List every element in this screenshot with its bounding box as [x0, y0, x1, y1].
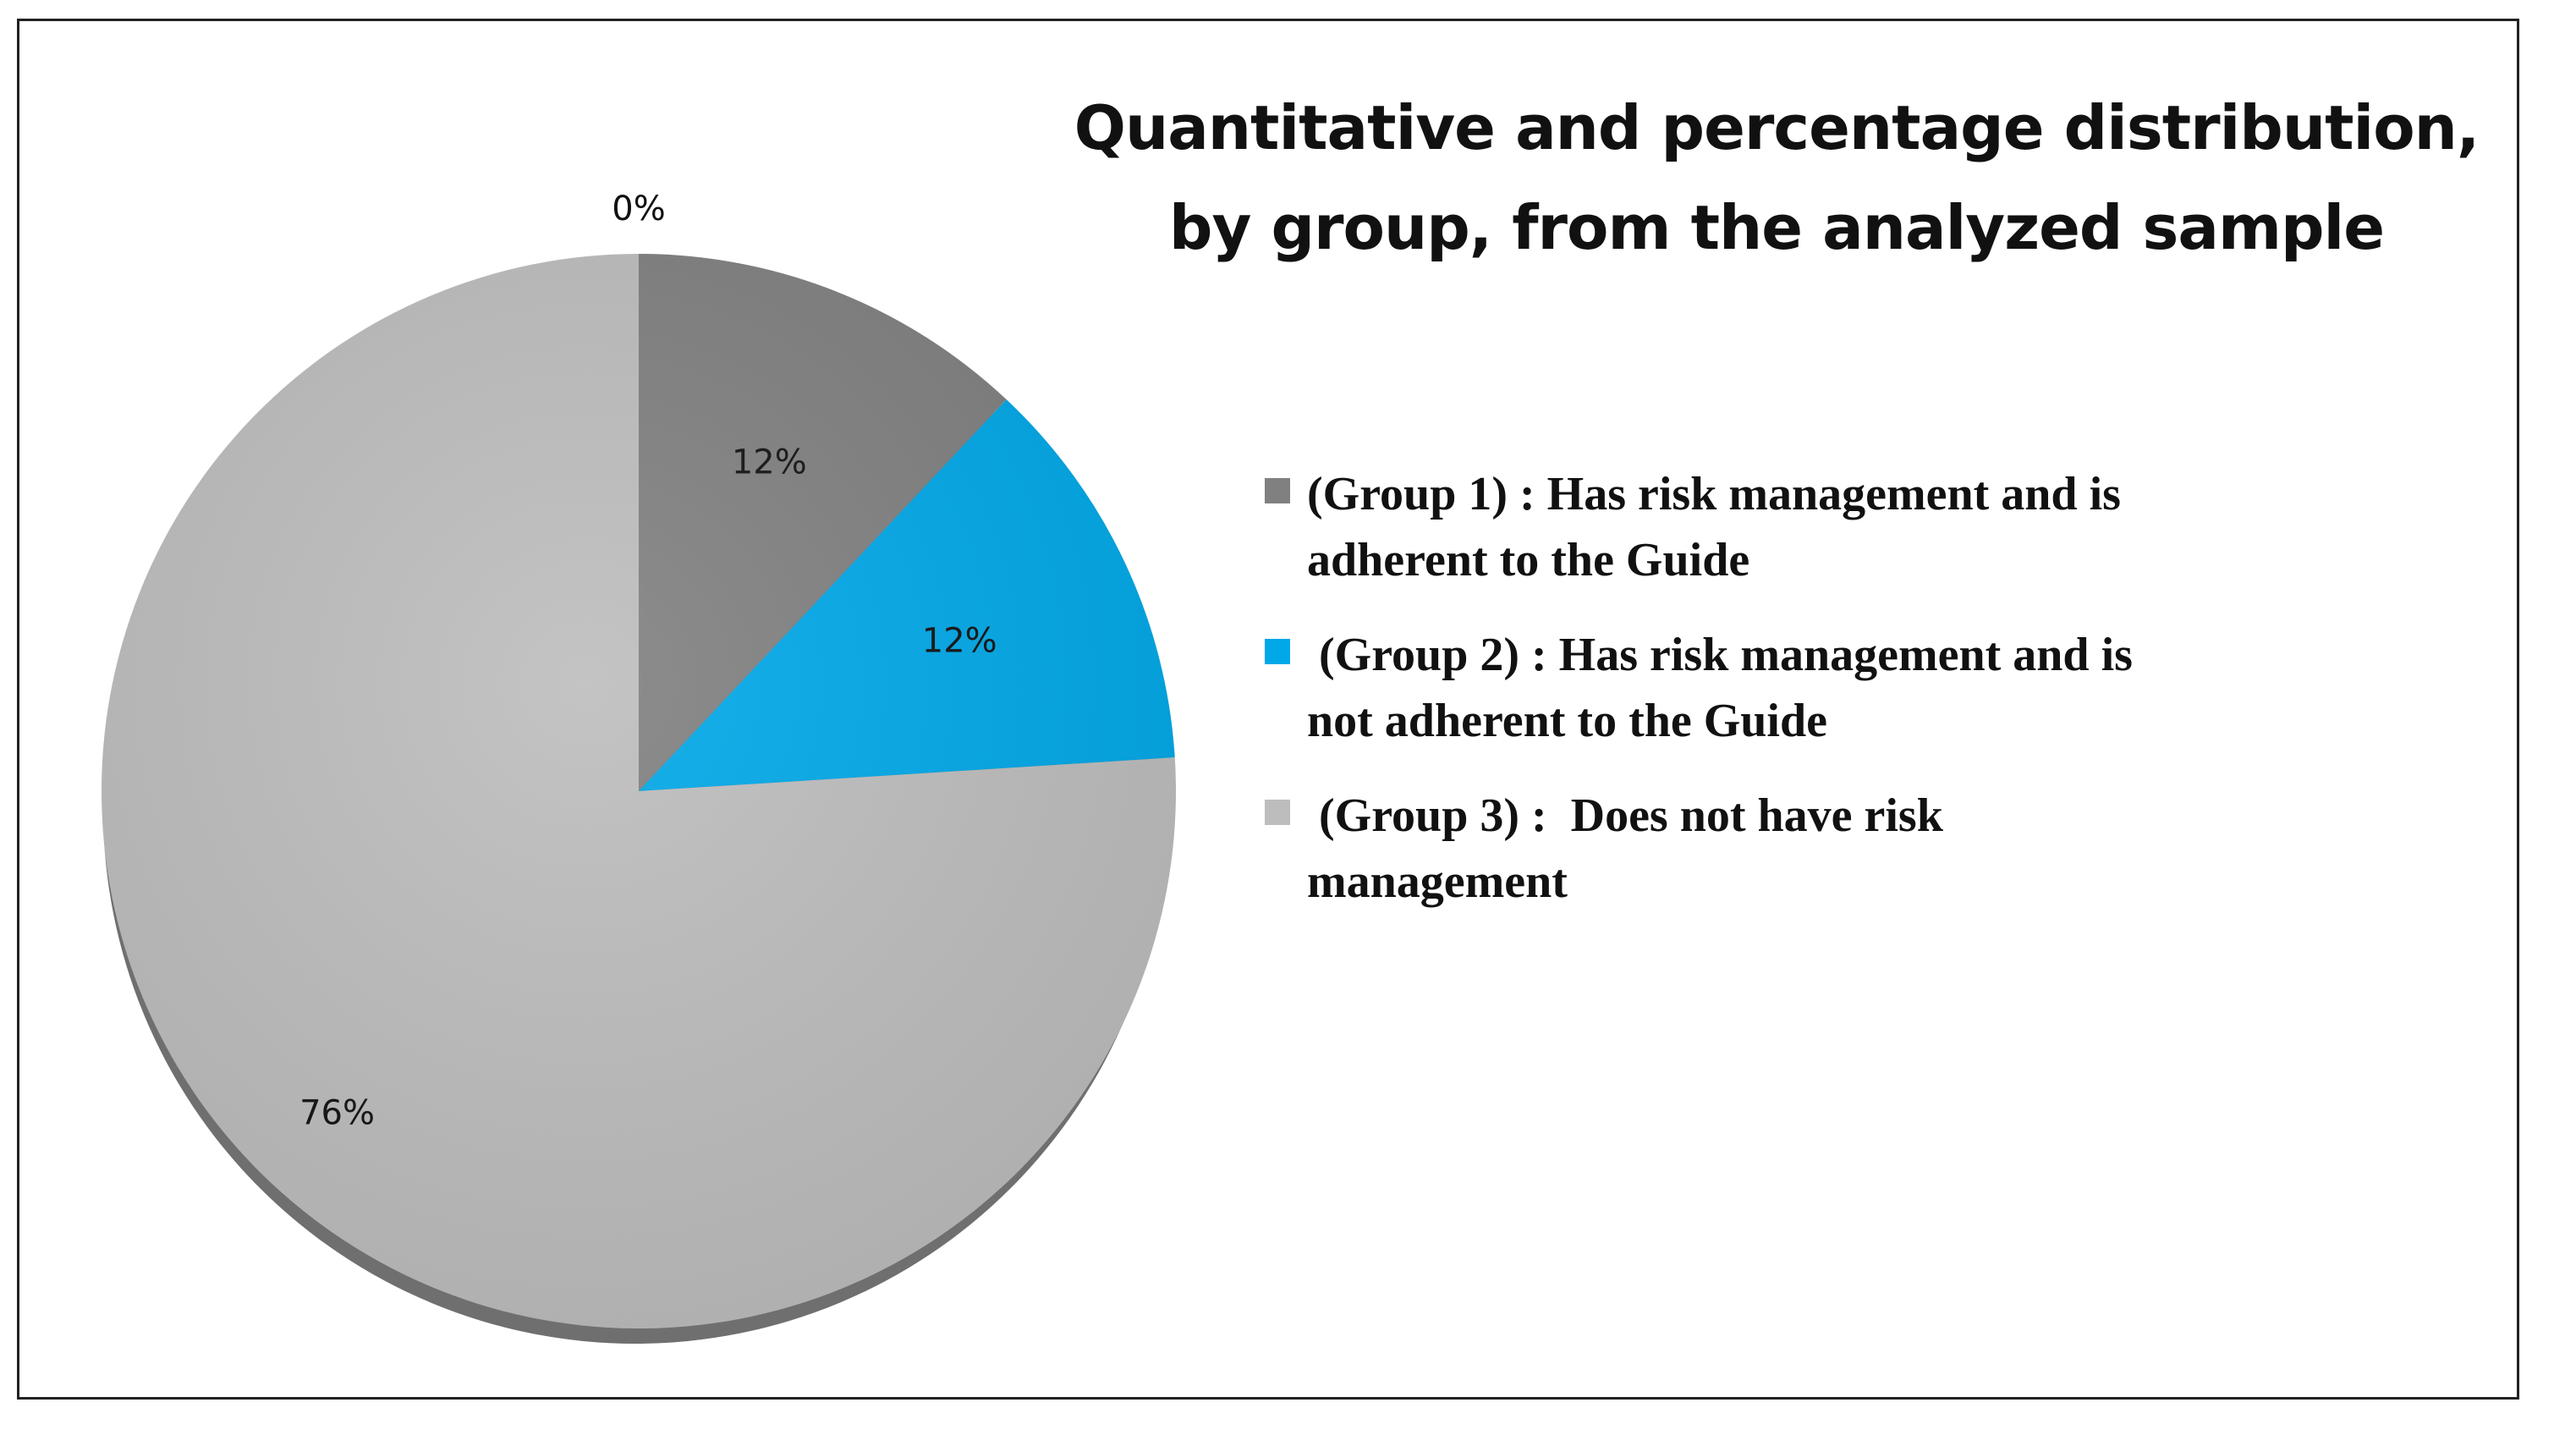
legend-line: (Group 1) : Has risk management and is [1307, 468, 2121, 520]
chart-title-line-2: by group, from the analyzed sample [1168, 192, 2385, 263]
legend-swatch-group-3 [1265, 800, 1290, 825]
legend-line: not adherent to the Guide [1307, 695, 1827, 747]
legend: (Group 1) : Has risk management and is ad… [1265, 461, 2365, 943]
legend-line: adherent to the Guide [1307, 534, 1750, 586]
legend-swatch-group-1 [1265, 478, 1290, 503]
chart-title: Quantitative and percentage distribution… [1032, 78, 2521, 278]
legend-text-group-3: (Group 3) : Does not have risk management [1307, 783, 2365, 915]
legend-item-group-1: (Group 1) : Has risk management and is ad… [1265, 461, 2365, 593]
legend-text-group-1: (Group 1) : Has risk management and is ad… [1307, 461, 2365, 593]
data-label-zero: 0% [612, 190, 665, 228]
pie-shading [102, 254, 1176, 1328]
legend-item-group-3: (Group 3) : Does not have risk management [1265, 783, 2365, 915]
chart-title-line-1: Quantitative and percentage distribution… [1074, 92, 2480, 163]
legend-line: (Group 2) : Has risk management and is [1307, 629, 2133, 681]
legend-line: management [1307, 855, 1568, 908]
legend-item-group-2: (Group 2) : Has risk management and is no… [1265, 622, 2365, 754]
legend-text-group-2: (Group 2) : Has risk management and is no… [1307, 622, 2365, 754]
legend-line: (Group 3) : Does not have risk [1307, 789, 1943, 842]
legend-swatch-group-2 [1265, 639, 1290, 664]
